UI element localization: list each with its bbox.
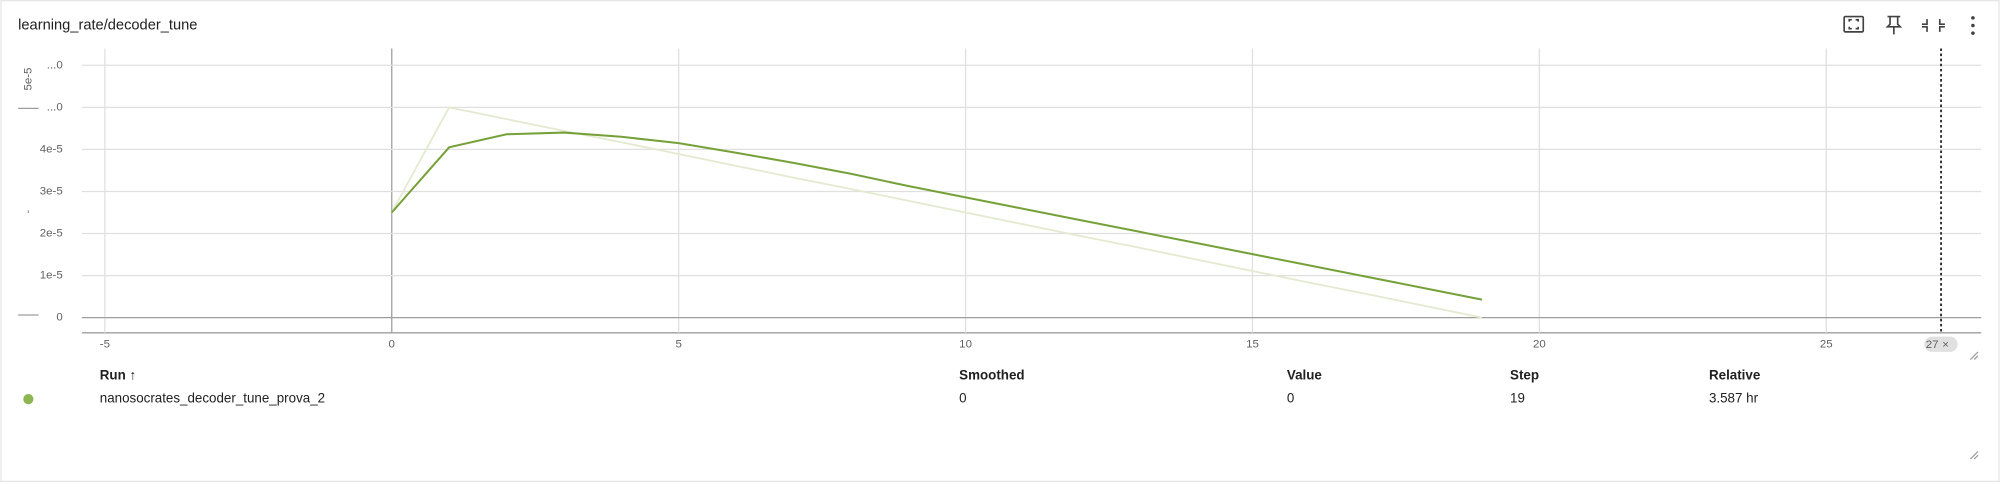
run-table: Run ↑ Smoothed Value Step Relative nanosocrat… bbox=[23, 368, 1760, 406]
column-header: Step bbox=[1510, 368, 1539, 383]
y-overflow-label: 5e-5 bbox=[22, 68, 34, 91]
x-tick-label: -5 bbox=[100, 338, 110, 350]
collapse-button[interactable] bbox=[1921, 19, 1945, 32]
plot: -5 0 5 10 15 20 25 0 1e-5 2e-5 3e-5 4e-5 ...0 ...0 5e-… bbox=[22, 48, 1982, 352]
toolbar bbox=[1843, 15, 1975, 35]
x-tick-label: 10 bbox=[959, 338, 972, 350]
y-tick-label: 4e-5 bbox=[40, 143, 63, 155]
pin-button[interactable] bbox=[1885, 15, 1903, 35]
table-cell: nanosocrates_decoder_tune_prova_2 bbox=[100, 391, 325, 406]
menu-button[interactable] bbox=[1971, 16, 1975, 35]
x-tick-label: 5 bbox=[675, 338, 681, 350]
x-tick-label: 15 bbox=[1246, 338, 1259, 350]
y-tick-label: 0 bbox=[56, 312, 62, 324]
column-header[interactable]: Run ↑ bbox=[100, 368, 136, 383]
run-color-dot bbox=[23, 394, 34, 405]
column-header: Relative bbox=[1709, 368, 1760, 383]
column-header: Value bbox=[1287, 368, 1322, 383]
card-title: learning_rate/decoder_tune bbox=[18, 17, 197, 33]
x-tick-label: 20 bbox=[1533, 338, 1546, 350]
step-marker-close[interactable]: × bbox=[1942, 339, 1949, 351]
table-cell: 0 bbox=[1287, 391, 1294, 406]
series-line bbox=[390, 131, 1483, 301]
axis-fragment bbox=[18, 107, 39, 316]
step-marker-chip[interactable] bbox=[1924, 336, 1958, 352]
fit-domain-button[interactable] bbox=[1843, 15, 1865, 33]
y-tick-label: ...0 bbox=[47, 101, 63, 113]
step-marker-label: 27 bbox=[1926, 339, 1939, 351]
y-tick-label: 2e-5 bbox=[40, 228, 63, 240]
table-cell: 3.587 hr bbox=[1709, 391, 1759, 406]
resize-handle[interactable] bbox=[1969, 351, 1979, 460]
y-tick-label: 1e-5 bbox=[40, 270, 63, 282]
table-cell: 19 bbox=[1510, 391, 1525, 406]
table-cell: 0 bbox=[959, 391, 966, 406]
column-header: Smoothed bbox=[959, 368, 1024, 383]
y-tick-label: ...0 bbox=[47, 59, 63, 71]
x-tick-label: 0 bbox=[389, 338, 395, 350]
x-tick-label: 25 bbox=[1820, 338, 1833, 350]
y-tick-label: 3e-5 bbox=[40, 186, 63, 198]
